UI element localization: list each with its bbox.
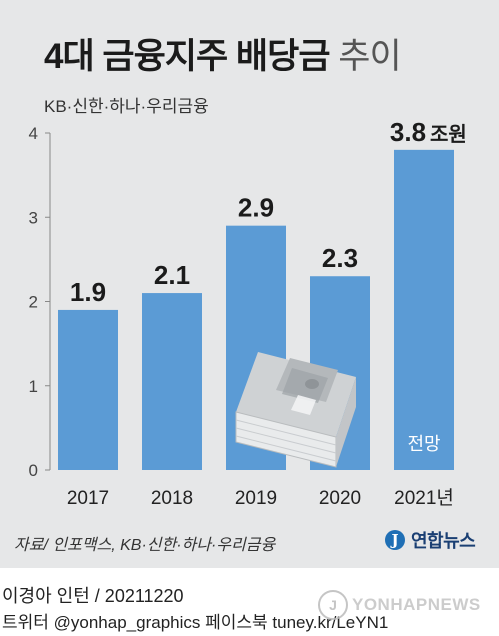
- source-note: 자료/ 인포맥스, KB·신한·하나·우리금융: [14, 537, 276, 554]
- logo-label: 연합뉴스: [411, 531, 476, 551]
- yonhapnews-watermark: J YONHAPNEWS: [318, 590, 481, 620]
- y-tick-label: 0: [29, 461, 38, 480]
- x-tick-label: 2017: [67, 488, 109, 509]
- data-label: 1.9: [70, 277, 106, 307]
- watermark-text: YONHAPNEWS: [352, 595, 481, 614]
- data-label: 2.1: [154, 260, 190, 290]
- data-label-unit: 조원: [430, 123, 467, 146]
- chart-title: 4대 금융지주 배당금 추이: [44, 28, 402, 79]
- bar-2017: [58, 309, 118, 470]
- yonhap-logo: J 연합뉴스: [385, 527, 476, 553]
- x-tick-label: 2019: [235, 488, 277, 509]
- data-label: 3.8: [390, 117, 426, 147]
- y-tick-label: 4: [29, 124, 38, 143]
- stack-of-cash-icon: [235, 352, 356, 468]
- bar-chart: 0 1 2 3 4 2017 1.9 2018 2.1 2019 2.9 2020 2.3 2021년 3.…: [29, 117, 467, 509]
- bar-2018: [142, 293, 202, 470]
- social-links: 트위터 @yonhap_graphics 페이스북 tuney.kr/LeYN1: [2, 613, 389, 632]
- y-tick-label: 3: [29, 208, 38, 227]
- title-main: 4대 금융지주 배당금: [44, 37, 331, 76]
- data-label: 2.9: [238, 193, 274, 223]
- chart-subtitle: KB·신한·하나·우리금융: [44, 97, 209, 116]
- credit-line: 이경아 인턴 / 20211220: [2, 586, 184, 606]
- x-tick-label: 2020: [319, 488, 361, 509]
- watermark-icon: J: [318, 590, 348, 620]
- y-tick-label: 1: [29, 377, 38, 396]
- bar-2021년: [394, 149, 454, 470]
- data-label: 2.3: [322, 243, 358, 273]
- forecast-note: 전망: [407, 434, 440, 454]
- y-tick-label: 2: [29, 293, 38, 312]
- x-tick-label: 2018: [151, 488, 193, 509]
- x-tick-label: 2021년: [394, 487, 454, 509]
- title-suffix: 추이: [338, 37, 401, 76]
- yonhap-logo-icon: J: [385, 530, 405, 550]
